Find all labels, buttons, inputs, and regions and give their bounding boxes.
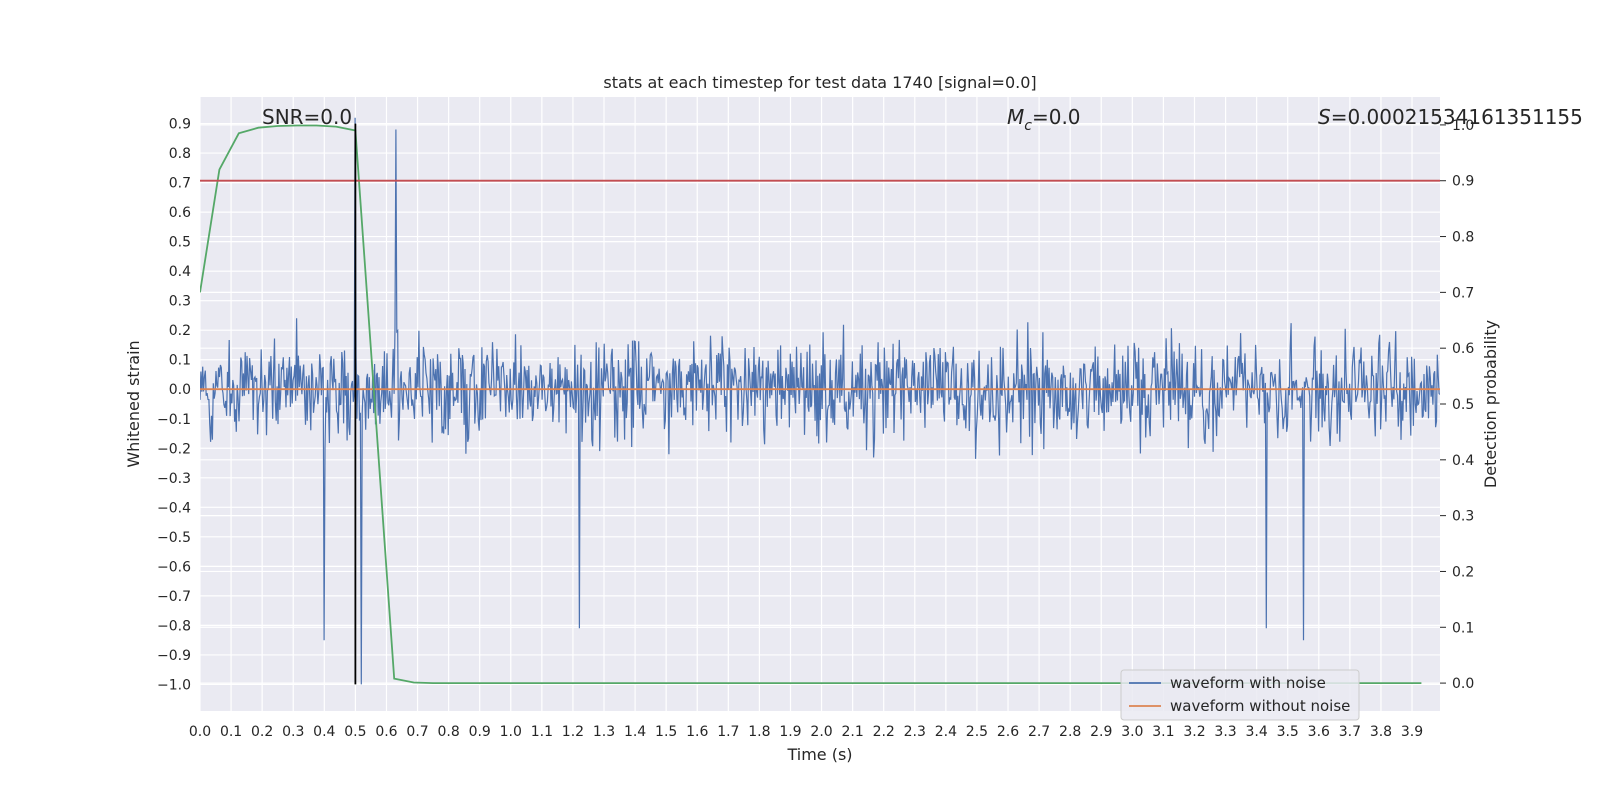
- x-tick-label: 1.6: [686, 724, 708, 740]
- x-tick-label: 1.8: [748, 724, 770, 740]
- x-tick-label: 3.0: [1121, 724, 1143, 740]
- x-tick-label: 3.1: [1152, 724, 1174, 740]
- y2-tick-label: 0.9: [1452, 174, 1474, 190]
- x-tick-label: 0.0: [189, 724, 211, 740]
- x-tick-label: 3.9: [1401, 724, 1423, 740]
- x-tick-label: 1.9: [779, 724, 801, 740]
- x-tick-label: 0.7: [406, 724, 428, 740]
- grid-y: [200, 122, 1440, 686]
- legend-label-clean: waveform without noise: [1170, 697, 1350, 715]
- series-waveform-with-noise: [200, 117, 1440, 685]
- y-tick-label: −0.2: [157, 441, 191, 457]
- y2-tick-label: 0.0: [1452, 676, 1474, 692]
- y-tick-label: 0.0: [169, 382, 191, 398]
- s-value: =0.00021534161351155: [1331, 105, 1583, 129]
- y-tick-label: 0.1: [169, 353, 191, 369]
- y-tick-label: 0.3: [169, 294, 191, 310]
- s-symbol: S: [1318, 105, 1331, 129]
- x-tick-labels: 0.0 0.1 0.2 0.3 0.4 0.5 0.6 0.7 0.8 0.9 1.0 1.1 1.2 1…: [189, 724, 1423, 740]
- y-tick-label: −0.3: [157, 471, 191, 487]
- x-tick-label: 2.5: [966, 724, 988, 740]
- series-layer: [200, 117, 1440, 685]
- y2-tick-labels: 1.0 0.9 0.8 0.7 0.6 0.5 0.4 0.3 0.2 0.1 0.0: [1440, 118, 1474, 692]
- y2-tick-label: 0.7: [1452, 285, 1474, 301]
- y-tick-label: −0.4: [157, 500, 191, 516]
- x-tick-label: 0.2: [251, 724, 273, 740]
- x-tick-label: 0.8: [437, 724, 459, 740]
- y-tick-label: −0.6: [157, 559, 191, 575]
- chirp-mass-subscript: c: [1024, 118, 1032, 134]
- x-tick-label: 3.8: [1370, 724, 1392, 740]
- y-tick-label: 0.2: [169, 323, 191, 339]
- x-tick-label: 1.1: [531, 724, 553, 740]
- y2-axis-label: Detection probability: [1481, 320, 1500, 488]
- y-tick-label: 0.8: [169, 146, 191, 162]
- x-axis-label: Time (s): [786, 745, 852, 764]
- y2-tick-label: 0.3: [1452, 509, 1474, 525]
- x-tick-label: 3.5: [1277, 724, 1299, 740]
- y-tick-label: −0.7: [157, 589, 191, 605]
- y2-tick-label: 0.1: [1452, 620, 1474, 636]
- y-tick-label: −1.0: [157, 677, 191, 693]
- y-tick-label: −0.9: [157, 648, 191, 664]
- x-tick-label: 1.7: [717, 724, 739, 740]
- series-detection-probability: [200, 124, 1422, 684]
- x-tick-label: 3.2: [1183, 724, 1205, 740]
- legend-box: [1120, 669, 1360, 721]
- x-tick-label: 0.5: [344, 724, 366, 740]
- x-tick-label: 3.3: [1214, 724, 1236, 740]
- y2-tick-label: 0.4: [1452, 453, 1474, 469]
- y-tick-labels: 0.9 0.8 0.7 0.6 0.5 0.4 0.3 0.2 0.1 0.0 −0.1 −0.2 −0…: [157, 117, 191, 694]
- x-tick-label: 2.8: [1059, 724, 1081, 740]
- legend: waveform with noise waveform without noi…: [1120, 669, 1360, 721]
- x-tick-label: 2.1: [841, 724, 863, 740]
- y-tick-label: 0.9: [169, 117, 191, 133]
- snr-annotation: SNR=0.0: [262, 105, 352, 129]
- y2-tick-label: 0.8: [1452, 230, 1474, 246]
- chart-title: stats at each timestep for test data 174…: [603, 73, 1036, 92]
- chirp-mass-symbol: M: [1007, 105, 1024, 129]
- x-tick-label: 0.9: [469, 724, 491, 740]
- chirp-mass-value: =0.0: [1032, 105, 1081, 129]
- s-annotation: S=0.00021534161351155: [1318, 105, 1583, 129]
- y-tick-label: 0.7: [169, 176, 191, 192]
- y-tick-label: −0.5: [157, 530, 191, 546]
- x-tick-label: 2.9: [1090, 724, 1112, 740]
- y-tick-label: −0.8: [157, 618, 191, 634]
- x-tick-label: 2.7: [1028, 724, 1050, 740]
- x-tick-label: 1.5: [655, 724, 677, 740]
- x-tick-label: 3.4: [1246, 724, 1268, 740]
- x-tick-label: 3.7: [1339, 724, 1361, 740]
- y2-tick-label: 0.2: [1452, 564, 1474, 580]
- y-tick-label: −0.1: [157, 412, 191, 428]
- y-tick-label: 0.6: [169, 205, 191, 221]
- x-tick-label: 1.3: [593, 724, 615, 740]
- x-tick-label: 0.1: [220, 724, 242, 740]
- x-tick-label: 0.3: [282, 724, 304, 740]
- x-tick-label: 2.3: [904, 724, 926, 740]
- x-tick-label: 0.4: [313, 724, 335, 740]
- x-tick-label: 3.6: [1308, 724, 1330, 740]
- x-tick-label: 2.6: [997, 724, 1019, 740]
- y2-tick-label: 1.0: [1452, 118, 1474, 134]
- legend-label-noise: waveform with noise: [1170, 674, 1326, 692]
- y-tick-label: 0.4: [169, 264, 191, 280]
- x-tick-label: 2.2: [873, 724, 895, 740]
- x-tick-label: 1.0: [500, 724, 522, 740]
- y2-tick-label: 0.6: [1452, 341, 1474, 357]
- x-tick-label: 0.6: [375, 724, 397, 740]
- y-tick-label: 0.5: [169, 235, 191, 251]
- x-tick-label: 1.2: [562, 724, 584, 740]
- y-axis-label: Whitened strain: [124, 340, 143, 467]
- x-tick-label: 2.4: [935, 724, 957, 740]
- x-tick-label: 2.0: [810, 724, 832, 740]
- y2-tick-label: 0.5: [1452, 397, 1474, 413]
- x-tick-label: 1.4: [624, 724, 646, 740]
- chirp-mass-annotation: Mc=0.0: [1007, 105, 1081, 134]
